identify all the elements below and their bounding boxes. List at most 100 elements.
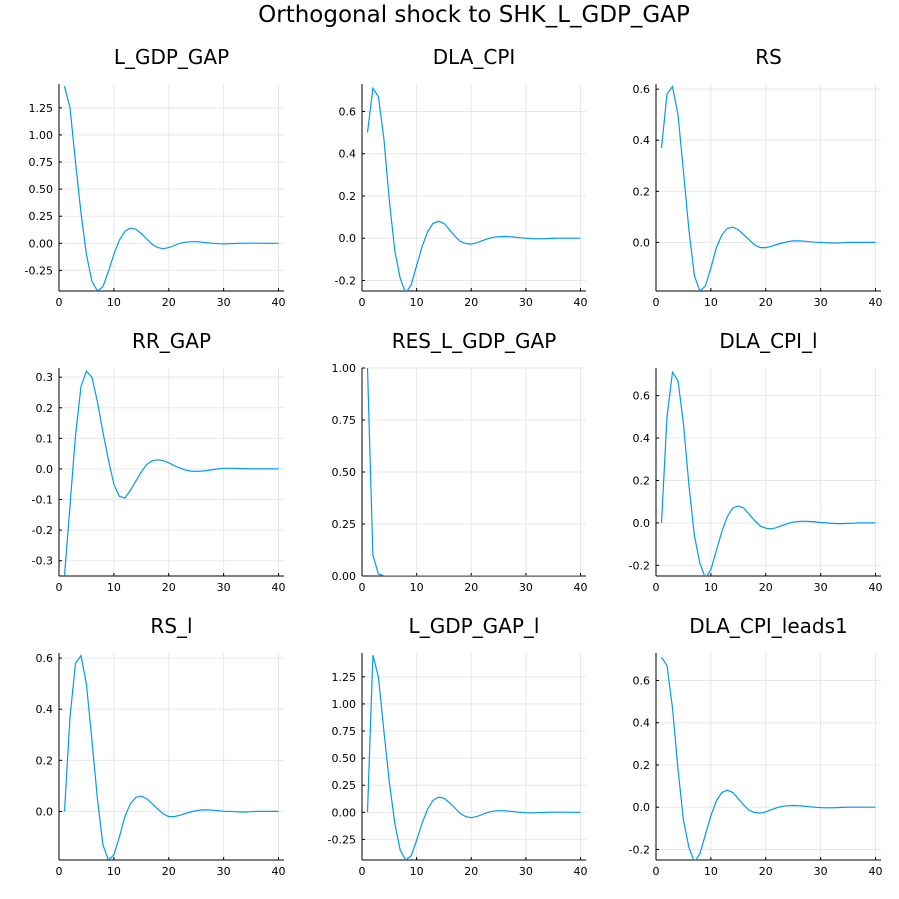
x-tick-label: 30 [519,296,533,309]
y-tick-label: -0.2 [335,274,356,287]
x-tick-label: 40 [272,865,286,878]
y-tick-label: -0.1 [32,494,53,507]
x-tick-label: 30 [217,581,231,594]
subplot-8: L_GDP_GAP_l 0 10 20 30 40 -0.25 0.00 0.25 0.50 0.7… [328,614,588,878]
x-tick-label: 40 [574,865,588,878]
irf-series-line [63,654,279,860]
y-tick-label: 0.0 [36,463,54,476]
y-tick-label: -0.25 [328,833,356,846]
y-tick-label: 0.75 [332,725,357,738]
subplot-title: DLA_CPI [433,45,516,69]
y-tick-label: 0.2 [36,754,54,767]
x-tick-label: 40 [869,581,883,594]
x-tick-label: 30 [814,865,828,878]
irf-series-line [366,86,581,291]
figure-title: Orthogonal shock to SHK_L_GDP_GAP [258,2,690,28]
subplot-3: RS 0 10 20 30 40 0.0 0.2 0.4 0.6 [633,45,883,309]
y-tick-label: 0.0 [36,805,54,818]
x-tick-label: 20 [464,581,478,594]
x-tick-label: 10 [107,581,121,594]
y-tick-label: 1.25 [29,102,54,115]
subplot-title: DLA_CPI_leads1 [689,614,848,638]
x-tick-label: 40 [574,296,588,309]
subplot-1: L_GDP_GAP 0 10 20 30 40 -0.25 0.00 0.25 0.50 0.75 1… [25,45,286,309]
y-tick-label: -0.2 [629,843,650,856]
irf-series-line [63,369,279,576]
y-tick-label: -0.25 [25,264,53,277]
x-tick-label: 20 [464,865,478,878]
y-tick-label: 0.6 [633,674,651,687]
subplot-5: RES_L_GDP_GAP 0 10 20 30 40 0.00 0.25 0.50 0.75 1.… [332,329,588,594]
x-tick-label: 0 [359,296,366,309]
x-tick-label: 20 [759,581,773,594]
x-tick-label: 30 [519,865,533,878]
y-tick-label: 0.4 [633,432,651,445]
x-tick-label: 40 [869,865,883,878]
irf-series-line [366,655,581,860]
x-tick-label: 20 [162,581,176,594]
x-tick-label: 10 [107,296,121,309]
x-tick-label: 30 [814,581,828,594]
subplot-title: RS [755,45,782,69]
y-tick-label: 0.2 [339,190,357,203]
x-tick-label: 40 [272,296,286,309]
x-tick-label: 20 [759,865,773,878]
y-tick-label: 0.4 [339,148,357,161]
y-tick-label: 0.0 [633,517,651,530]
x-tick-label: 40 [272,581,286,594]
y-tick-label: 0.2 [36,402,54,415]
y-tick-label: 1.25 [332,671,357,684]
x-tick-label: 0 [56,296,63,309]
subplot-7: RS_l 0 10 20 30 40 0.0 0.2 0.4 0.6 [36,614,286,878]
x-tick-label: 0 [653,581,660,594]
x-tick-label: 10 [107,865,121,878]
x-tick-label: 0 [56,865,63,878]
subplot-9: DLA_CPI_leads1 0 10 20 30 40 -0.2 0.0 0.2 0.4 0.6 [629,614,883,878]
subplot-title: RS_l [150,614,192,638]
y-tick-label: 0.00 [29,237,54,250]
y-tick-label: 0.75 [332,414,357,427]
subplot-6: DLA_CPI_l 0 10 20 30 40 -0.2 0.0 0.2 0.4 0.6 [629,329,883,594]
x-tick-label: 10 [704,581,718,594]
x-tick-label: 0 [56,581,63,594]
y-tick-label: 0.75 [29,156,54,169]
x-tick-label: 10 [410,581,424,594]
x-tick-label: 20 [162,296,176,309]
y-tick-label: 1.00 [332,362,357,375]
y-tick-label: 0.4 [633,717,651,730]
x-tick-label: 30 [814,296,828,309]
y-tick-label: 0.2 [633,185,651,198]
y-tick-label: 0.25 [332,779,357,792]
irf-series-line [660,85,876,291]
y-tick-label: 0.1 [36,432,54,445]
y-tick-label: 1.00 [29,129,54,142]
x-tick-label: 10 [704,865,718,878]
x-tick-label: 20 [759,296,773,309]
y-tick-label: 0.0 [633,801,651,814]
x-tick-label: 0 [653,865,660,878]
subplot-title: DLA_CPI_l [719,329,817,353]
x-tick-label: 10 [410,865,424,878]
x-tick-label: 40 [574,581,588,594]
y-tick-label: -0.3 [32,555,53,568]
y-tick-label: 0.6 [633,83,651,96]
irf-series-line [660,656,876,860]
y-tick-label: -0.2 [32,524,53,537]
y-tick-label: 0.50 [29,183,54,196]
subplot-title: RR_GAP [132,329,211,353]
x-tick-label: 30 [519,581,533,594]
y-tick-label: 0.00 [332,806,357,819]
y-tick-label: 0.3 [36,371,54,384]
x-tick-label: 30 [217,865,231,878]
subplot-4: RR_GAP 0 10 20 30 40 -0.3 -0.2 -0.1 0.0 0.1 0.2 0.3 [32,329,286,594]
y-tick-label: 0.00 [332,570,357,583]
y-tick-label: 0.6 [339,105,357,118]
x-tick-label: 30 [217,296,231,309]
subplot-title: L_GDP_GAP [114,45,229,69]
y-tick-label: 0.6 [36,652,54,665]
subplot-2: DLA_CPI 0 10 20 30 40 -0.2 0.0 0.2 0.4 0.6 [335,45,588,309]
x-tick-label: 0 [359,581,366,594]
subplot-title: L_GDP_GAP_l [409,614,540,638]
y-tick-label: 0.0 [633,236,651,249]
